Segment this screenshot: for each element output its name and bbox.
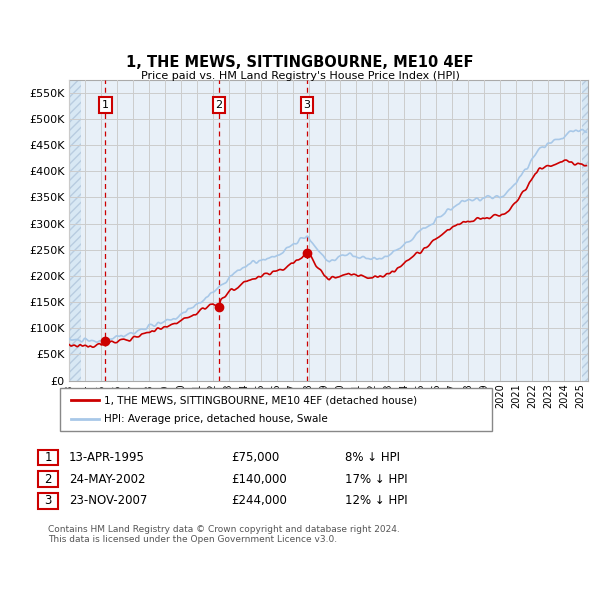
Text: Contains HM Land Registry data © Crown copyright and database right 2024.
This d: Contains HM Land Registry data © Crown c… <box>48 525 400 545</box>
Text: 17% ↓ HPI: 17% ↓ HPI <box>345 473 407 486</box>
Text: 1, THE MEWS, SITTINGBOURNE, ME10 4EF: 1, THE MEWS, SITTINGBOURNE, ME10 4EF <box>126 55 474 70</box>
Text: HPI: Average price, detached house, Swale: HPI: Average price, detached house, Swal… <box>104 414 328 424</box>
Text: 13-APR-1995: 13-APR-1995 <box>69 451 145 464</box>
Text: 3: 3 <box>304 100 310 110</box>
Text: 8% ↓ HPI: 8% ↓ HPI <box>345 451 400 464</box>
Text: 1: 1 <box>102 100 109 110</box>
Text: 23-NOV-2007: 23-NOV-2007 <box>69 494 148 507</box>
Text: 1, THE MEWS, SITTINGBOURNE, ME10 4EF (detached house): 1, THE MEWS, SITTINGBOURNE, ME10 4EF (de… <box>104 395 417 405</box>
Text: 3: 3 <box>44 494 52 507</box>
Text: £244,000: £244,000 <box>231 494 287 507</box>
Text: £140,000: £140,000 <box>231 473 287 486</box>
Text: 24-MAY-2002: 24-MAY-2002 <box>69 473 146 486</box>
Text: 2: 2 <box>215 100 223 110</box>
Text: 1: 1 <box>44 451 52 464</box>
Text: £75,000: £75,000 <box>231 451 279 464</box>
Text: 2: 2 <box>44 473 52 486</box>
Text: Price paid vs. HM Land Registry's House Price Index (HPI): Price paid vs. HM Land Registry's House … <box>140 71 460 81</box>
Text: 12% ↓ HPI: 12% ↓ HPI <box>345 494 407 507</box>
